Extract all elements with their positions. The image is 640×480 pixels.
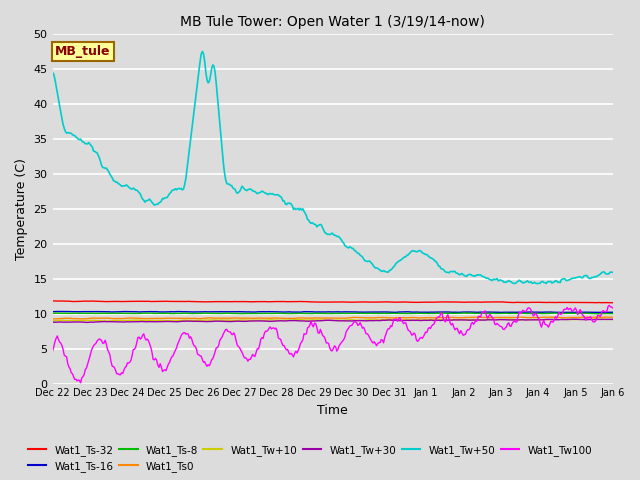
Wat1_Ts0 [49,316,56,322]
Wat1_Ts-8 [460,310,468,316]
Wat1_Ts-8 [223,311,230,316]
Wat1_Ts-16 [560,310,568,315]
Wat1_Ts0 [390,315,398,321]
Wat1_Ts0 [607,314,614,320]
Line: Wat1_Tw+50: Wat1_Tw+50 [52,51,613,284]
Wat1_Tw+50 [364,259,371,264]
X-axis label: Time: Time [317,404,348,417]
Wat1_Tw+10 [49,318,56,324]
Wat1_Ts-32 [285,299,292,304]
Wat1_Ts-32 [609,300,617,306]
Wat1_Ts-16 [286,309,294,315]
Wat1_Ts-32 [223,299,230,304]
Wat1_Ts-32 [608,300,616,306]
Wat1_Tw+10 [104,318,111,324]
Wat1_Tw100 [364,331,371,336]
Wat1_Tw+30 [568,316,576,322]
Wat1_Ts0 [559,315,566,321]
Wat1_Ts-8 [559,311,566,316]
Title: MB Tule Tower: Open Water 1 (3/19/14-now): MB Tule Tower: Open Water 1 (3/19/14-now… [180,15,485,29]
Wat1_Tw+10 [609,317,617,323]
Wat1_Tw+10 [286,317,294,323]
Wat1_Ts0 [224,315,232,321]
Wat1_Ts-16 [461,309,469,315]
Wat1_Tw+30 [461,317,469,323]
Wat1_Tw+10 [364,317,371,323]
Wat1_Ts-8 [461,310,469,316]
Wat1_Ts-32 [49,298,56,304]
Wat1_Tw+50 [390,264,398,269]
Wat1_Ts-16 [224,309,232,315]
Wat1_Ts-16 [364,309,371,315]
Wat1_Ts-8 [49,311,56,316]
Wat1_Tw+50 [560,276,568,282]
Wat1_Tw+30 [224,319,232,324]
Wat1_Ts-16 [60,309,67,314]
Wat1_Tw+50 [461,273,469,279]
Wat1_Tw+50 [609,269,617,275]
Wat1_Tw100 [390,316,398,322]
Wat1_Tw100 [49,348,56,354]
Wat1_Tw+50 [198,48,206,54]
Wat1_Tw100 [224,328,232,334]
Wat1_Ts0 [77,316,84,322]
Line: Wat1_Tw+10: Wat1_Tw+10 [52,319,613,321]
Wat1_Ts-8 [389,311,397,316]
Wat1_Tw+30 [364,318,371,324]
Wat1_Tw+30 [83,320,90,325]
Line: Wat1_Tw+30: Wat1_Tw+30 [52,319,613,323]
Wat1_Tw+10 [461,317,469,323]
Wat1_Tw+10 [390,317,398,323]
Wat1_Tw100 [559,310,566,316]
Text: MB_tule: MB_tule [55,45,111,58]
Wat1_Tw+50 [49,70,56,75]
Wat1_Ts-16 [609,310,617,315]
Wat1_Ts-8 [285,311,292,316]
Wat1_Tw+10 [224,317,232,323]
Wat1_Ts0 [609,314,617,320]
Wat1_Ts0 [364,315,371,321]
Wat1_Tw+50 [511,281,518,287]
Wat1_Ts-32 [460,300,468,305]
Wat1_Tw100 [605,302,613,308]
Wat1_Tw+50 [286,200,294,206]
Wat1_Tw100 [461,332,469,337]
Wat1_Ts-16 [49,309,56,314]
Wat1_Ts-32 [389,299,397,305]
Wat1_Ts-8 [362,311,370,316]
Line: Wat1_Tw100: Wat1_Tw100 [52,305,613,383]
Wat1_Ts-32 [362,299,370,305]
Line: Wat1_Ts-8: Wat1_Ts-8 [52,313,613,314]
Wat1_Tw+50 [224,181,232,187]
Wat1_Tw+30 [286,318,294,324]
Wat1_Tw+30 [559,317,566,323]
Line: Wat1_Ts-32: Wat1_Ts-32 [52,301,613,303]
Y-axis label: Temperature (C): Temperature (C) [15,158,28,260]
Wat1_Tw100 [77,380,84,385]
Wat1_Tw+30 [390,317,398,323]
Wat1_Tw100 [286,351,294,357]
Line: Wat1_Ts0: Wat1_Ts0 [52,317,613,319]
Wat1_Tw+10 [591,316,599,322]
Wat1_Ts-8 [595,311,603,317]
Legend: Wat1_Ts-32, Wat1_Ts-16, Wat1_Ts-8, Wat1_Ts0, Wat1_Tw+10, Wat1_Tw+30, Wat1_Tw+50,: Wat1_Ts-32, Wat1_Ts-16, Wat1_Ts-8, Wat1_… [24,442,595,475]
Wat1_Ts0 [461,314,469,320]
Wat1_Tw+30 [609,316,617,322]
Wat1_Ts-16 [557,310,565,315]
Wat1_Tw+30 [49,319,56,325]
Wat1_Ts-32 [557,300,565,305]
Wat1_Ts0 [286,315,294,321]
Wat1_Tw100 [609,305,617,311]
Wat1_Tw+10 [559,316,566,322]
Wat1_Ts-16 [390,310,398,315]
Wat1_Ts-8 [609,311,617,316]
